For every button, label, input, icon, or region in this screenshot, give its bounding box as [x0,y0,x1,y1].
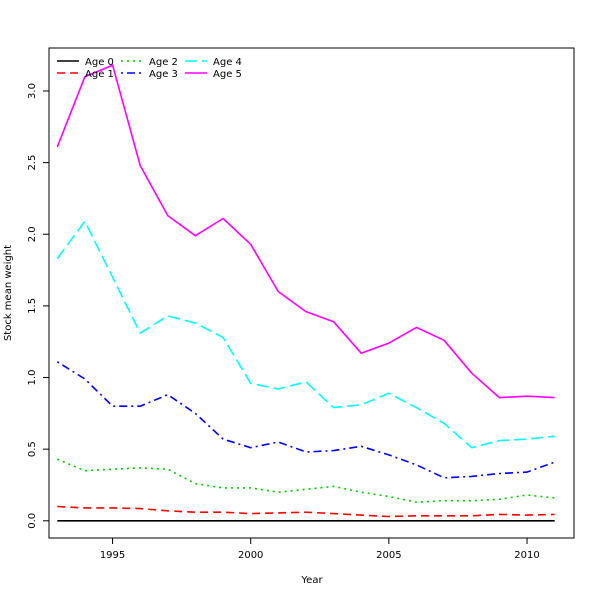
legend-label: Age 2 [149,57,178,68]
legend-label: Age 1 [85,69,114,80]
y-tick-label: 1.0 [27,370,38,386]
x-axis-label: Year [300,575,323,586]
x-tick-label: 2005 [376,550,401,561]
x-tick-label: 2010 [514,550,539,561]
y-tick-label: 0.0 [27,513,38,529]
plot-frame [48,47,575,539]
legend-label: Age 3 [149,69,178,80]
series-line-age-5 [56,64,555,399]
series-line-age-2 [56,458,555,504]
y-axis-label: Stock mean weight [3,245,14,341]
x-axis: 1995 2000 2005 2010 [100,538,540,561]
series-line-age-3 [56,361,555,479]
y-tick-label: 2.5 [27,155,38,171]
y-tick-label: 3.0 [27,83,38,99]
x-tick-label: 1995 [100,550,125,561]
series-line-age-1 [57,505,555,518]
y-tick-label: 1.5 [27,298,38,314]
y-tick-label: 2.0 [27,226,38,242]
y-tick-label: 0.5 [27,441,38,457]
series-layer [56,64,555,522]
legend-label: Age 4 [213,57,242,68]
series-line-age-4 [56,220,555,449]
legend-label: Age 5 [213,69,242,80]
y-axis: 0.0 0.5 1.0 1.5 2.0 2.5 3.0 [27,83,49,529]
legend-label: Age 0 [85,57,114,68]
x-tick-label: 2000 [238,550,263,561]
